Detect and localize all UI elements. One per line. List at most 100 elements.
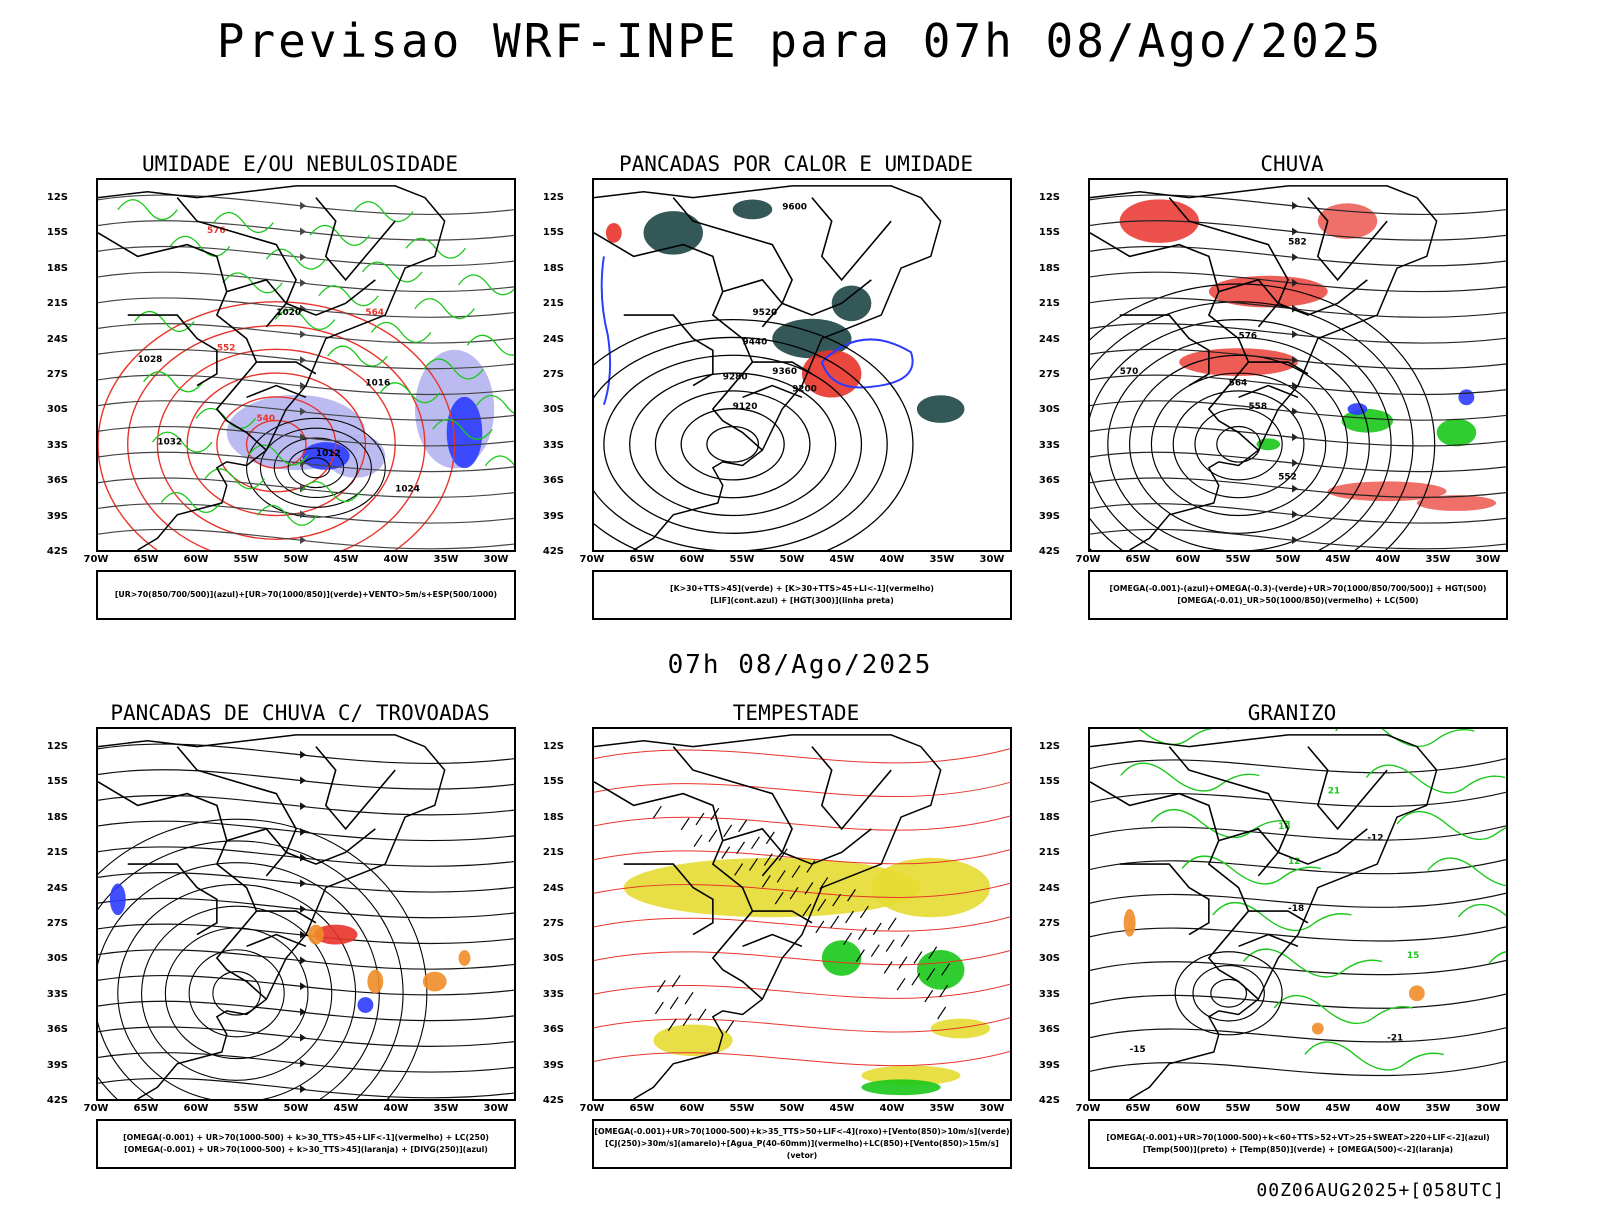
lat-tick-label: 36S xyxy=(1038,475,1060,487)
streamline-arrow xyxy=(300,278,306,287)
streamline-arrow xyxy=(300,956,306,965)
state-border xyxy=(1119,863,1210,936)
lon-tick-label: 35W xyxy=(433,1103,459,1114)
wind-vector xyxy=(680,817,690,831)
lon-tick-label: 30W xyxy=(1475,1103,1501,1114)
wind-vector xyxy=(815,920,825,934)
legend-line: [OMEGA(-0.001) + UR>70(1000-500) + k>30_… xyxy=(123,1133,489,1142)
contour-line xyxy=(1210,978,1248,1008)
streamline-arrow xyxy=(1292,278,1298,287)
coastline xyxy=(594,185,942,550)
lon-tick-label: 40W xyxy=(383,554,409,565)
contour-label: 540 xyxy=(256,414,275,424)
contour-line xyxy=(603,354,863,534)
wind-vector xyxy=(695,812,705,826)
state-border xyxy=(752,361,813,375)
streamline-arrow xyxy=(1292,510,1298,519)
lon-tick-label: 40W xyxy=(383,1103,409,1114)
humidity-green-contour xyxy=(274,308,336,331)
rain-red-area xyxy=(1327,481,1447,502)
streamline-850 xyxy=(594,950,1010,966)
lon-tick-label: 55W xyxy=(729,1103,755,1114)
lat-tick-label: 15S xyxy=(542,776,564,788)
state-border xyxy=(781,279,872,316)
temp500-contour xyxy=(1090,993,1506,1009)
wind-vector xyxy=(832,893,842,907)
humidity-green-contour xyxy=(414,298,475,320)
wind-vector xyxy=(721,846,731,859)
storm-orange-area xyxy=(307,924,324,945)
streamline-arrow xyxy=(300,879,306,888)
lon-tick-label: 60W xyxy=(1175,1103,1201,1114)
streamline-850 xyxy=(594,1017,1010,1033)
streamline-850 xyxy=(594,983,1010,999)
lat-tick-label: 33S xyxy=(1038,439,1060,451)
lat-tick-label: 12S xyxy=(46,741,68,752)
lat-tick-label: 15S xyxy=(46,227,68,239)
lat-tick-label: 39S xyxy=(46,510,68,522)
contour-label: 558 xyxy=(1248,402,1267,412)
rain-green-area xyxy=(1341,408,1394,433)
state-border xyxy=(752,910,813,924)
streamline xyxy=(98,846,514,867)
wind-green-area xyxy=(861,1079,941,1096)
instability-red-area xyxy=(605,222,622,243)
streamline-arrow xyxy=(300,433,306,442)
streamline xyxy=(98,820,514,842)
lon-tick-label: 40W xyxy=(879,554,905,565)
wind-vector xyxy=(937,1006,947,1020)
streamline xyxy=(98,220,514,241)
streamline-arrow xyxy=(300,802,306,811)
coastline xyxy=(98,734,446,1099)
wind-vector xyxy=(693,834,703,848)
lat-tick-label: 24S xyxy=(542,333,564,345)
humidity-green-contour xyxy=(466,334,514,356)
temp850-contour xyxy=(1181,855,1321,885)
streamline xyxy=(1090,477,1506,498)
state-border xyxy=(1307,197,1388,282)
lat-tick-label: 27S xyxy=(46,369,68,380)
state-border xyxy=(594,781,763,1000)
lon-tick-label: 30W xyxy=(979,1103,1005,1114)
state-border xyxy=(246,384,307,399)
jet-yellow-area xyxy=(623,857,921,918)
contour-label: 9200 xyxy=(792,384,817,394)
lon-tick-label: 35W xyxy=(433,554,459,565)
state-border xyxy=(127,863,218,936)
contour-label: 582 xyxy=(1288,238,1307,248)
lat-tick-label: 36S xyxy=(46,1024,68,1036)
streamline-arrow xyxy=(1292,433,1298,442)
state-border xyxy=(1307,746,1388,831)
temp850-contour xyxy=(1427,857,1506,887)
contour-line xyxy=(117,883,357,1099)
humidity-green-contour xyxy=(300,481,361,503)
legend-line: [Temp(500)](preto) + [Temp(850)](verde) … xyxy=(1142,1145,1454,1154)
humidity-green-contour xyxy=(134,310,195,332)
contour-label: 9280 xyxy=(723,373,748,383)
wind-vector xyxy=(802,903,812,917)
lat-tick-label: 27S xyxy=(46,918,68,929)
contour-line xyxy=(594,319,914,550)
contour-line xyxy=(186,372,367,517)
lat-tick-label: 24S xyxy=(46,333,68,345)
streamline xyxy=(98,1000,514,1022)
lat-tick-label: 18S xyxy=(1038,262,1060,274)
contour-line xyxy=(1150,372,1327,517)
lat-tick-label: 21S xyxy=(542,847,564,859)
humidity-green-contour xyxy=(169,235,231,257)
contour-label: -12 xyxy=(1367,834,1383,844)
state-border xyxy=(672,746,793,877)
lat-tick-label: 24S xyxy=(1038,882,1060,894)
streamline-arrow xyxy=(300,750,306,759)
humidity-green-contour xyxy=(379,382,441,404)
contour-label: 12 xyxy=(1288,857,1300,867)
streamline-arrow xyxy=(1292,356,1298,365)
state-border xyxy=(176,746,297,877)
lat-tick-label: 18S xyxy=(1038,811,1060,823)
streamline xyxy=(1090,194,1506,215)
lat-tick-label: 12S xyxy=(542,741,564,752)
lon-tick-label: 35W xyxy=(929,554,955,565)
contour-line xyxy=(127,324,426,550)
wind-green-area xyxy=(821,940,862,976)
humidity-green-contour xyxy=(265,248,327,270)
